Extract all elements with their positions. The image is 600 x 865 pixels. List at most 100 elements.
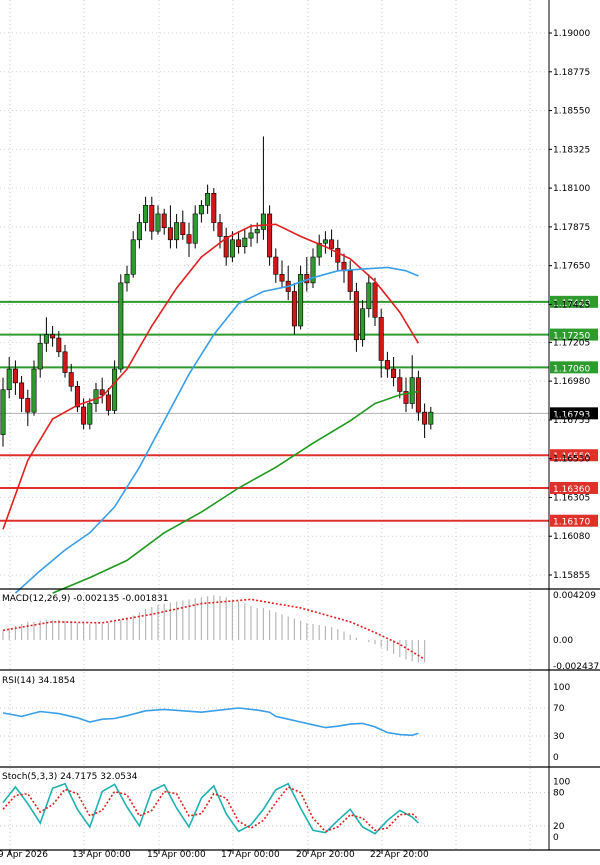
- candles: [0, 136, 434, 447]
- candle: [19, 375, 25, 413]
- candle: [260, 136, 266, 240]
- x-tick-label: 15 Apr 00:00: [147, 850, 206, 860]
- candle: [353, 282, 359, 352]
- macd-y-tick-label: -0.002437: [553, 662, 599, 672]
- sma-mid-line: [14, 266, 419, 594]
- candle: [74, 381, 80, 413]
- candle: [211, 188, 217, 232]
- candle: [378, 308, 384, 378]
- candle-body: [316, 242, 322, 258]
- candle-body: [353, 291, 359, 341]
- candle-body: [260, 213, 266, 230]
- y-tick-label: 1.18775: [553, 68, 590, 78]
- candle-body: [143, 205, 149, 223]
- candle: [161, 208, 167, 235]
- rsi-label: RSI(14) 34.1854: [2, 676, 75, 686]
- candle: [136, 213, 142, 249]
- candle: [12, 360, 18, 395]
- candle-body: [372, 282, 378, 318]
- candle-body: [136, 222, 142, 241]
- level-price-box: [550, 361, 598, 374]
- candle: [360, 300, 366, 347]
- candle: [31, 360, 37, 416]
- candle-body: [130, 239, 136, 275]
- candle-body: [186, 234, 192, 244]
- main-price-panel: 1.17440 1.17250 1.17060 1.16550 1.16360 1.161…: [0, 136, 598, 594]
- candle-body: [25, 398, 31, 413]
- candle: [322, 231, 328, 254]
- candle-body: [347, 270, 353, 292]
- candle: [25, 389, 31, 426]
- candle-body: [248, 232, 254, 239]
- stoch-y-tick-label: 100: [553, 778, 570, 788]
- candle: [50, 325, 56, 347]
- level-price-label: 1.16170: [553, 518, 590, 528]
- candle: [248, 224, 254, 247]
- candle-body: [403, 391, 409, 404]
- stoch-panel: [0, 782, 549, 835]
- stoch-label: Stoch(5,3,3) 24.7175 32.0534: [2, 772, 138, 782]
- candle-body: [99, 389, 105, 396]
- candle: [310, 248, 316, 289]
- level-price-label: 1.17250: [553, 332, 590, 342]
- y-tick-label: 1.18100: [553, 184, 590, 194]
- candle: [124, 265, 130, 292]
- candle-body: [391, 368, 397, 378]
- candle: [366, 274, 372, 318]
- y-tick-label: 1.18325: [553, 145, 590, 155]
- candle: [397, 369, 403, 399]
- macd-y-tick-label: 0.00: [553, 636, 573, 646]
- rsi-line: [2, 707, 419, 737]
- level-price-box: [550, 328, 598, 341]
- candle-body: [415, 377, 421, 413]
- candle-body: [217, 222, 223, 237]
- candle-body: [118, 282, 124, 370]
- stoch-y-tick-label: 20: [553, 822, 565, 832]
- candle-body: [74, 385, 80, 408]
- y-tick-label: 1.16755: [553, 416, 590, 426]
- candle-body: [68, 372, 74, 387]
- level-price-label: 1.17060: [553, 364, 590, 374]
- level-price-label: 1.17440: [553, 299, 590, 309]
- candle: [316, 234, 322, 266]
- candle: [99, 377, 105, 404]
- candle-body: [211, 192, 217, 223]
- candle-body: [310, 256, 316, 284]
- candle: [298, 265, 304, 330]
- candle-body: [105, 394, 111, 411]
- candle-body: [93, 389, 99, 404]
- candle: [391, 356, 397, 387]
- candle: [409, 355, 415, 409]
- candle-body: [87, 403, 93, 425]
- candle: [143, 196, 149, 232]
- candle-body: [360, 308, 366, 341]
- candle-body: [267, 213, 273, 258]
- sma-fast-line: [2, 223, 420, 530]
- level-price-box: [550, 481, 598, 494]
- candle-body: [223, 236, 229, 258]
- candle-body: [37, 342, 43, 370]
- macd-y-tick-label: 0.004209: [553, 591, 596, 601]
- y-tick-label: 1.17425: [553, 300, 590, 310]
- candle-body: [422, 411, 428, 425]
- level-price-box: [550, 449, 598, 462]
- candle-body: [198, 205, 204, 215]
- macd-panel: [2, 595, 426, 663]
- candle-body: [167, 227, 173, 241]
- candle-body: [43, 334, 49, 344]
- x-tick-label: 22 Apr 20:00: [370, 850, 429, 860]
- candle-body: [397, 377, 403, 392]
- candle: [155, 205, 161, 235]
- candle-body: [6, 368, 12, 391]
- candle-body: [112, 368, 118, 411]
- candle-body: [155, 213, 161, 232]
- candle-body: [0, 389, 6, 435]
- candle: [112, 360, 118, 414]
- candle: [372, 277, 378, 326]
- candle: [186, 222, 192, 258]
- candle: [205, 184, 211, 214]
- current-price-label: 1.16793: [553, 410, 590, 420]
- y-axes[interactable]: 1.19000 1.18775 1.18550 1.18325 1.18100 1.178…: [549, 29, 599, 843]
